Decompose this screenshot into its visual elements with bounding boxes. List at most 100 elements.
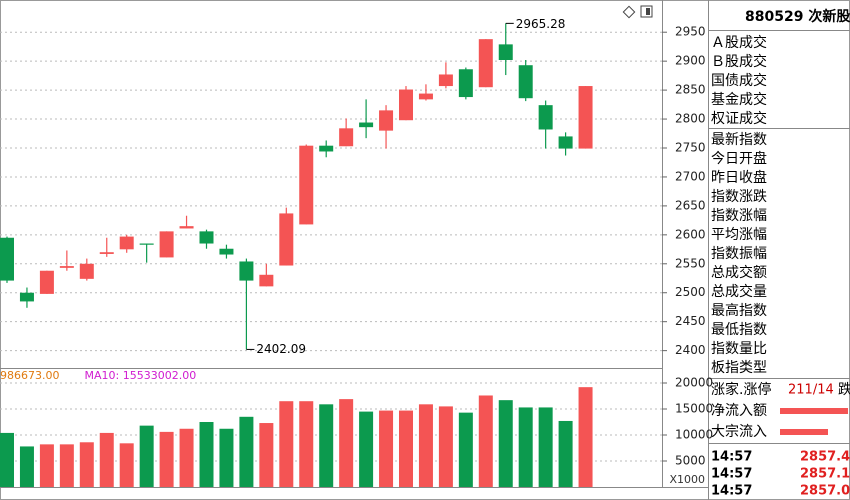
candle-body <box>19 292 34 302</box>
volume-bar <box>119 443 134 487</box>
candle-body <box>319 145 334 152</box>
flow-label: 净流入额 <box>711 403 767 419</box>
flow-bar <box>780 429 828 435</box>
volume-bar <box>458 412 473 487</box>
volume-bar <box>79 442 94 487</box>
ma-label: 986673.00 <box>0 369 60 382</box>
candle-body <box>239 261 254 281</box>
y-tick-label: 2500 <box>675 285 706 299</box>
volume-bar <box>558 420 573 487</box>
candle-body <box>478 39 493 88</box>
y-tick-label: 2550 <box>675 256 706 270</box>
tick-time: 14:57 <box>711 467 752 482</box>
tick-price: 2857.41 <box>800 450 850 465</box>
candle-body <box>79 263 94 279</box>
candle-body <box>119 236 134 250</box>
volume-bar <box>418 404 433 487</box>
volume-bar <box>199 422 214 487</box>
candle-body <box>359 122 374 128</box>
candle-body <box>498 44 513 60</box>
candle-body <box>339 128 354 147</box>
volume-bar <box>279 401 294 487</box>
y-tick-label: 2650 <box>675 198 706 212</box>
volume-bar <box>219 428 234 487</box>
candle-body <box>578 86 593 149</box>
limit-extra: 跌 <box>838 382 850 398</box>
y-tick-label: 2900 <box>675 54 706 68</box>
y-tick-label: 2700 <box>675 169 706 183</box>
candle-body <box>0 237 14 281</box>
volume-bar <box>578 387 593 487</box>
panel-label: 最高指数 <box>711 302 767 319</box>
panel-label: Ａ股成交 <box>711 34 767 51</box>
volume-bar <box>59 444 74 487</box>
candle-body <box>139 243 154 245</box>
volume-bar <box>438 406 453 487</box>
icon[interactable] <box>622 5 636 19</box>
panel-label: 指数涨跌 <box>711 189 767 205</box>
y-tick-label: 15000 <box>675 402 713 416</box>
volume-bar <box>179 428 194 487</box>
tick-price: 2857.00 <box>800 484 850 499</box>
candle-body <box>558 136 573 149</box>
tick-price: 2857.10 <box>800 467 850 482</box>
volume-bar <box>259 423 274 487</box>
high-label: 2965.28 <box>516 17 566 31</box>
candle-body <box>518 65 533 99</box>
y-tick-label: 2600 <box>675 227 706 241</box>
panel-label: 平均涨幅 <box>711 227 767 243</box>
volume-bar <box>159 431 174 487</box>
icon[interactable] <box>640 5 653 18</box>
ma-label: MA10: 15533002.00 <box>85 369 197 382</box>
low-label: 2402.09 <box>256 342 306 356</box>
volume-bar <box>39 444 54 487</box>
panel-label: 总成交量 <box>711 283 767 300</box>
limit-value: 211/14 <box>788 383 834 398</box>
candle-body <box>279 213 294 266</box>
panel-label: Ｂ股成交 <box>711 53 767 70</box>
candle-body <box>59 266 74 268</box>
y-tick-label: 2850 <box>675 83 706 97</box>
y-tick-label: 10000 <box>675 428 713 442</box>
candle-body <box>379 110 394 131</box>
volume-bar <box>239 416 254 487</box>
panel-label: 指数涨幅 <box>711 208 767 224</box>
panel-label: 最低指数 <box>711 322 767 338</box>
volume-bar <box>498 400 513 487</box>
tick-time: 14:57 <box>711 484 752 499</box>
candle-body <box>39 270 54 294</box>
y-tick-label: 2950 <box>675 25 706 39</box>
candle-body <box>299 145 314 225</box>
volume-bar <box>399 410 413 487</box>
volume-bar <box>139 425 154 487</box>
panel-label: 基金成交 <box>711 91 767 108</box>
candle-body <box>179 226 194 229</box>
candle-body <box>438 74 453 87</box>
volume-bar <box>339 399 354 487</box>
volume-bar <box>99 432 114 487</box>
panel-label: 最新指数 <box>711 132 767 148</box>
y-tick-label: 20000 <box>675 376 713 390</box>
volume-bar <box>19 446 34 487</box>
volume-bar <box>299 401 314 487</box>
flow-bar <box>780 408 848 414</box>
y-tick-label: 2750 <box>675 141 706 155</box>
candle-body <box>199 231 214 244</box>
volume-bar <box>359 411 374 487</box>
candle-body <box>538 105 553 130</box>
candle-body <box>458 69 473 98</box>
panel-label: 昨日收盘 <box>711 169 767 186</box>
candle-body <box>418 93 433 100</box>
volume-bar <box>478 395 493 487</box>
volume-bar <box>0 432 14 487</box>
volume-bar <box>518 407 533 487</box>
unit-label: X1000 <box>669 473 705 486</box>
candle-body <box>259 274 274 287</box>
panel-label: 今日开盘 <box>711 150 767 167</box>
candle-body <box>399 89 413 121</box>
y-tick-label: 2450 <box>675 314 706 328</box>
y-tick-label: 5000 <box>675 454 706 468</box>
panel-header: 880529 次新股 <box>745 8 850 25</box>
y-tick-label: 2400 <box>675 343 706 357</box>
candle-body <box>219 248 234 255</box>
